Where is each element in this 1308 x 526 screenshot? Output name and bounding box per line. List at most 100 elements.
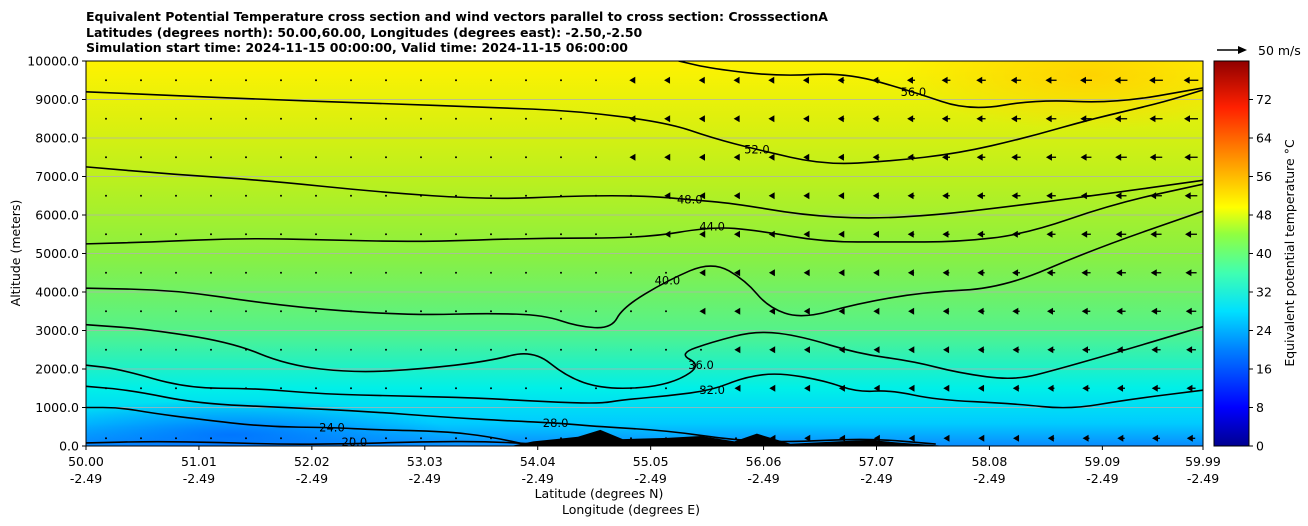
wind-vector-head xyxy=(1046,192,1053,200)
wind-vector-head xyxy=(803,346,810,354)
wind-vector xyxy=(420,79,422,82)
wind-vector xyxy=(700,387,702,390)
wind-vector-head xyxy=(1047,346,1054,354)
colorbar-tick-label: 64 xyxy=(1256,131,1272,146)
contour-label: 32.0 xyxy=(699,383,725,397)
wind-vector-head xyxy=(768,230,775,238)
wind-vector xyxy=(560,387,562,390)
wind-vector-head xyxy=(943,384,950,392)
wind-vector xyxy=(105,437,107,440)
wind-vector xyxy=(385,348,387,351)
wind-vector xyxy=(455,194,457,197)
wind-vector-head xyxy=(803,230,810,238)
wind-vector-head xyxy=(941,76,948,84)
wind-vector xyxy=(455,310,457,313)
wind-vector-head xyxy=(1149,153,1156,161)
wind-vector-head xyxy=(1011,153,1018,161)
wind-vector-head xyxy=(734,346,741,354)
wind-vector xyxy=(245,310,247,313)
wind-vector xyxy=(385,117,387,120)
wind-vector xyxy=(420,437,422,440)
wind-vector xyxy=(175,117,177,120)
wind-vector xyxy=(315,117,317,120)
wind-vector xyxy=(315,310,317,313)
wind-vector-head xyxy=(976,153,983,161)
wind-vector-head xyxy=(1047,434,1054,442)
wind-vector-head xyxy=(1114,115,1121,123)
wind-vector xyxy=(105,233,107,236)
y-tick-label: 0.0 xyxy=(59,439,79,454)
x-tick-label-lon: -2.49 xyxy=(1086,471,1118,486)
x-tick-label-lat: 51.01 xyxy=(181,454,217,469)
wind-vector xyxy=(385,156,387,159)
wind-vector-head xyxy=(907,192,914,200)
wind-vector-head xyxy=(1184,115,1190,123)
title-line-1: Equivalent Potential Temperature cross s… xyxy=(86,9,828,24)
wind-vector xyxy=(140,79,142,82)
wind-vector xyxy=(210,79,212,82)
x-tick-label-lon: -2.49 xyxy=(973,471,1005,486)
wind-vector-head xyxy=(768,76,775,84)
wind-vector-head xyxy=(1082,346,1089,354)
wind-vector-head xyxy=(804,384,811,392)
wind-vector xyxy=(280,310,282,313)
wind-vector-head xyxy=(803,115,810,123)
wind-vector-head xyxy=(698,115,705,123)
wind-vector xyxy=(350,271,352,274)
wind-vector xyxy=(630,233,632,236)
wind-vector-head xyxy=(1045,153,1052,161)
wind-vector-head xyxy=(768,192,775,200)
wind-vector xyxy=(560,233,562,236)
wind-vector-head xyxy=(804,434,811,442)
wind-vector xyxy=(280,156,282,159)
wind-vector-head xyxy=(1011,192,1018,200)
wind-vector-head xyxy=(699,153,706,161)
wind-vector xyxy=(595,117,597,120)
wind-vector xyxy=(630,348,632,351)
wind-vector-head xyxy=(1184,153,1191,161)
contour-line xyxy=(86,323,1203,390)
wind-vector xyxy=(105,194,107,197)
contour-label: 48.0 xyxy=(677,193,703,207)
wind-vector xyxy=(385,79,387,82)
wind-vector xyxy=(210,194,212,197)
wind-vector-head xyxy=(907,115,914,123)
wind-vector-head xyxy=(908,384,915,392)
wind-vector xyxy=(595,156,597,159)
wind-vector xyxy=(140,310,142,313)
wind-vector-head xyxy=(1047,384,1054,392)
wind-vector xyxy=(630,310,632,313)
colorbar: 0 8 16 24 32 40 48 56 64 72 Equivalent potential … xyxy=(1213,60,1297,454)
wind-vector-head xyxy=(941,115,948,123)
wind-vector xyxy=(420,271,422,274)
wind-vector-head xyxy=(942,230,949,238)
contour-label: 36.0 xyxy=(688,358,714,372)
wind-vector-head xyxy=(733,192,740,200)
wind-vector-head xyxy=(1045,76,1052,84)
colorbar-tick-label: 56 xyxy=(1256,169,1272,184)
wind-vector xyxy=(280,194,282,197)
wind-vector-head xyxy=(977,346,984,354)
wind-vector xyxy=(105,156,107,159)
wind-vector xyxy=(175,233,177,236)
wind-vector xyxy=(245,194,247,197)
wind-vector-head xyxy=(1012,269,1019,277)
wind-vector xyxy=(420,233,422,236)
wind-vector xyxy=(490,194,492,197)
wind-vector xyxy=(525,117,527,120)
x-tick-label-lon: -2.49 xyxy=(1187,471,1219,486)
wind-vector-head xyxy=(1047,307,1054,315)
wind-vector xyxy=(210,156,212,159)
wind-vector xyxy=(455,348,457,351)
wind-vector-head xyxy=(1149,115,1156,123)
wind-vector-head xyxy=(1081,230,1088,238)
wind-vector-head xyxy=(1012,307,1019,315)
colorbar-tick-label: 48 xyxy=(1256,208,1272,223)
colorbar-tick-label: 8 xyxy=(1256,400,1264,415)
wind-vector xyxy=(315,271,317,274)
wind-vector xyxy=(210,117,212,120)
wind-vector-head xyxy=(664,153,671,161)
wind-vector xyxy=(210,233,212,236)
wind-vector xyxy=(490,156,492,159)
